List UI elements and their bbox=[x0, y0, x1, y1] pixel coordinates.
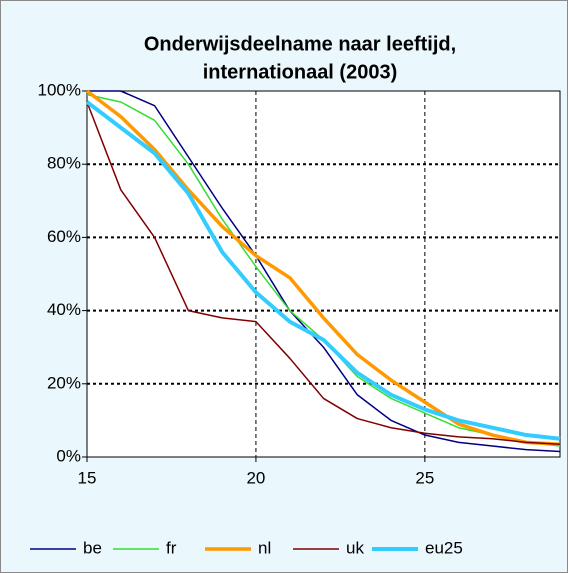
y-tick-label: 60% bbox=[47, 227, 81, 246]
y-tick-label: 40% bbox=[47, 300, 81, 319]
y-tick-label: 100% bbox=[38, 80, 81, 99]
x-tick-label: 25 bbox=[415, 468, 434, 487]
legend-label: fr bbox=[166, 538, 177, 557]
plot-area bbox=[87, 91, 560, 457]
legend-label: nl bbox=[258, 538, 271, 557]
y-tick-label: 20% bbox=[47, 373, 81, 392]
y-tick-label: 80% bbox=[47, 154, 81, 173]
chart-title: internationaal (2003) bbox=[203, 61, 398, 83]
legend-label: uk bbox=[346, 538, 364, 557]
series-line bbox=[87, 90, 561, 453]
series-line bbox=[85, 100, 561, 441]
series-line bbox=[85, 89, 561, 446]
plot-border bbox=[86, 90, 561, 458]
legend-label: be bbox=[83, 538, 102, 557]
chart-title: Onderwijsdeelname naar leeftijd, bbox=[144, 33, 456, 55]
x-tick-label: 20 bbox=[246, 468, 265, 487]
x-tick-label: 15 bbox=[78, 468, 97, 487]
series-line bbox=[86, 101, 561, 445]
legend-label: eu25 bbox=[425, 538, 463, 557]
y-tick-label: 0% bbox=[56, 446, 81, 465]
